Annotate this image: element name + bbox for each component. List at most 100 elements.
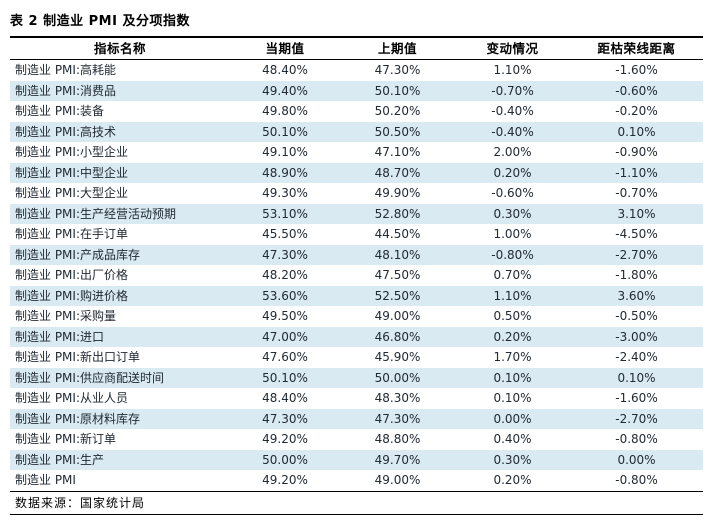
table-footer: 数据来源：国家统计局 [10, 490, 703, 515]
col-header-change: 变动情况 [455, 37, 570, 60]
previous-value: 50.00% [374, 370, 421, 385]
indicator-name: 制造业 PMI:生产经营活动预期 [15, 206, 176, 221]
table-caption: 表 2 制造业 PMI 及分项指数 [10, 14, 190, 29]
change-value: 0.70% [493, 268, 532, 282]
change-value: -0.70% [491, 83, 534, 98]
distance-value: -1.60% [615, 63, 658, 77]
distance-value: -1.60% [615, 391, 658, 405]
indicator-name: 制造业 PMI:高耗能 [15, 63, 116, 77]
distance-value: -3.00% [615, 329, 658, 344]
current-value: 53.10% [262, 206, 308, 221]
previous-value: 49.00% [374, 473, 421, 487]
change-value: -0.60% [491, 186, 534, 200]
table-row: 制造业 PMI:高耗能 48.40% 47.30% 1.10% -1.60% [10, 60, 703, 81]
current-value: 50.10% [262, 124, 308, 139]
change-value: 0.20% [493, 165, 532, 180]
previous-value: 46.80% [374, 329, 421, 344]
col-header-current: 当期值 [230, 37, 340, 60]
current-value: 50.00% [262, 452, 308, 467]
table-header: 指标名称 当期值 上期值 变动情况 距枯荣线距离 [10, 37, 703, 60]
distance-value: 0.10% [617, 124, 656, 139]
current-value: 48.40% [262, 63, 308, 77]
distance-value: -0.20% [615, 104, 658, 118]
previous-value: 47.30% [374, 63, 421, 77]
change-value: 0.10% [493, 391, 532, 405]
table-row: 制造业 PMI:供应商配送时间 50.10% 50.00% 0.10% 0.10… [10, 367, 703, 388]
footer-row: 数据来源：国家统计局 [10, 490, 703, 515]
indicator-name: 制造业 PMI:生产 [15, 452, 104, 467]
previous-value: 45.90% [374, 350, 421, 364]
table-body: 制造业 PMI:高耗能 48.40% 47.30% 1.10% -1.60% 制… [10, 60, 703, 492]
change-value: 1.10% [493, 63, 532, 77]
table-row: 制造业 PMI:从业人员 48.40% 48.30% 0.10% -1.60% [10, 388, 703, 409]
indicator-name: 制造业 PMI:购进价格 [15, 288, 128, 303]
distance-value: -0.80% [615, 473, 658, 487]
distance-value: -1.10% [615, 165, 658, 180]
distance-value: -0.80% [615, 432, 658, 446]
change-value: 0.20% [493, 329, 532, 344]
change-value: -0.80% [491, 247, 534, 262]
table-row: 制造业 PMI:大型企业 49.30% 49.90% -0.60% -0.70% [10, 183, 703, 204]
change-value: -0.40% [491, 104, 534, 118]
previous-value: 49.00% [374, 309, 421, 323]
table-row: 制造业 PMI:中型企业 48.90% 48.70% 0.20% -1.10% [10, 162, 703, 183]
previous-value: 48.70% [374, 165, 421, 180]
distance-value: 3.60% [617, 288, 656, 303]
current-value: 47.30% [262, 411, 308, 426]
previous-value: 50.50% [374, 124, 421, 139]
distance-value: -2.40% [615, 350, 658, 364]
previous-value: 49.70% [374, 452, 421, 467]
previous-value: 48.30% [374, 391, 421, 405]
current-value: 48.90% [262, 165, 308, 180]
previous-value: 44.50% [374, 227, 421, 241]
change-value: 0.40% [493, 432, 532, 446]
indicator-name: 制造业 PMI:小型企业 [15, 145, 128, 159]
indicator-name: 制造业 PMI:在手订单 [15, 227, 128, 241]
table-row: 制造业 PMI:新订单 49.20% 48.80% 0.40% -0.80% [10, 429, 703, 450]
distance-value: 3.10% [617, 206, 656, 221]
indicator-name: 制造业 PMI:大型企业 [15, 186, 128, 200]
change-value: 2.00% [493, 145, 532, 159]
col-header-distance: 距枯荣线距离 [570, 37, 703, 60]
distance-value: 0.10% [617, 370, 656, 385]
indicator-name: 制造业 PMI:装备 [15, 104, 104, 118]
distance-value: -4.50% [615, 227, 658, 241]
previous-value: 52.50% [374, 288, 421, 303]
previous-value: 50.20% [374, 104, 421, 118]
previous-value: 49.90% [374, 186, 421, 200]
pmi-table: 指标名称 当期值 上期值 变动情况 距枯荣线距离 制造业 PMI:高耗能 48.… [10, 36, 703, 515]
previous-value: 48.10% [374, 247, 421, 262]
indicator-name: 制造业 PMI:中型企业 [15, 165, 128, 180]
indicator-name: 制造业 PMI:出厂价格 [15, 268, 128, 282]
table-row: 制造业 PMI:小型企业 49.10% 47.10% 2.00% -0.90% [10, 142, 703, 163]
table-row: 制造业 PMI:采购量 49.50% 49.00% 0.50% -0.50% [10, 306, 703, 327]
distance-value: -2.70% [615, 411, 658, 426]
previous-value: 47.10% [374, 145, 421, 159]
col-header-indicator: 指标名称 [10, 37, 230, 60]
table-row: 制造业 PMI:装备 49.80% 50.20% -0.40% -0.20% [10, 101, 703, 122]
current-value: 49.30% [262, 186, 308, 200]
current-value: 49.20% [262, 432, 308, 446]
distance-value: 0.00% [617, 452, 656, 467]
change-value: 0.50% [493, 309, 532, 323]
table-row: 制造业 PMI:生产经营活动预期 53.10% 52.80% 0.30% 3.1… [10, 203, 703, 224]
distance-value: -2.70% [615, 247, 658, 262]
change-value: 0.00% [493, 411, 532, 426]
table-row: 制造业 PMI:高技术 50.10% 50.50% -0.40% 0.10% [10, 121, 703, 142]
indicator-name: 制造业 PMI:原材料库存 [15, 411, 140, 426]
previous-value: 50.10% [374, 83, 421, 98]
distance-value: -0.50% [615, 309, 658, 323]
previous-value: 47.50% [374, 268, 421, 282]
previous-value: 48.80% [374, 432, 421, 446]
table-row: 制造业 PMI:在手订单 45.50% 44.50% 1.00% -4.50% [10, 224, 703, 245]
table-row: 制造业 PMI:新出口订单 47.60% 45.90% 1.70% -2.40% [10, 347, 703, 368]
indicator-name: 制造业 PMI:供应商配送时间 [15, 370, 164, 385]
current-value: 47.30% [262, 247, 308, 262]
indicator-name: 制造业 PMI [15, 473, 76, 487]
distance-value: -0.60% [615, 83, 658, 98]
col-header-previous: 上期值 [340, 37, 455, 60]
table-row: 制造业 PMI:消费品 49.40% 50.10% -0.70% -0.60% [10, 80, 703, 101]
current-value: 47.60% [262, 350, 308, 364]
indicator-name: 制造业 PMI:产成品库存 [15, 247, 140, 262]
